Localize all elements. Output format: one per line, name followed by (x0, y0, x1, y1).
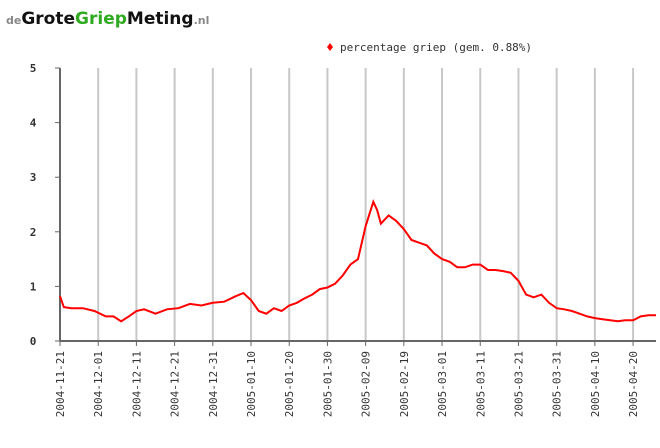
x-tick-label: 2005-03-31 (551, 351, 564, 417)
y-tick-label: 5 (30, 62, 37, 75)
x-tick-label: 2005-03-01 (436, 351, 449, 417)
data-line (59, 199, 656, 323)
x-tick-label: 2004-12-21 (169, 351, 182, 417)
x-tick-label: 2005-01-30 (321, 351, 334, 417)
x-tick-label: 2004-12-11 (130, 351, 143, 417)
logo-griep: Griep (75, 9, 127, 29)
y-tick-label: 2 (30, 226, 37, 239)
x-tick-label: 2005-01-20 (283, 351, 296, 417)
y-tick-label: 3 (30, 171, 37, 184)
logo-meting: Meting (127, 9, 194, 29)
y-tick-label: 1 (30, 280, 37, 293)
y-tick-label: 4 (30, 117, 37, 130)
logo-prefix: de (6, 14, 21, 27)
x-tick-label: 2004-11-21 (54, 351, 67, 417)
y-tick-label: 0 (30, 335, 37, 348)
x-tick-label: 2005-01-10 (245, 351, 258, 417)
legend-marker (327, 43, 333, 51)
logo-suffix: .nl (194, 14, 210, 27)
x-tick-label: 2005-04-20 (627, 351, 640, 417)
x-tick-label: 2005-03-21 (512, 351, 525, 417)
x-tick-label: 2004-12-31 (207, 351, 220, 417)
legend-label: percentage griep (gem. 0.88%) (340, 41, 532, 54)
logo-grote: Grote (21, 9, 75, 29)
x-tick-label: 2005-02-09 (360, 351, 373, 417)
x-tick-label: 2005-02-19 (398, 351, 411, 417)
x-tick-label: 2004-12-01 (92, 351, 105, 417)
logo: deGroteGriepMeting.nl (6, 9, 209, 29)
x-tick-label: 2005-04-10 (589, 351, 602, 417)
x-tick-label: 2005-03-11 (474, 351, 487, 417)
